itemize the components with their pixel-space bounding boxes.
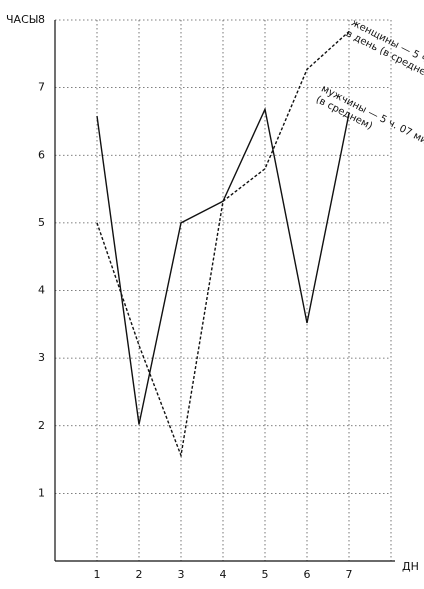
series-line	[96, 30, 350, 459]
y-tick-label: 7	[38, 81, 45, 94]
y-tick-label: 2	[38, 419, 45, 432]
y-axis-label: ЧАСЫ	[6, 13, 38, 26]
annotation: мужчины — 5 ч. 07 ми(в среднем)	[314, 84, 424, 147]
y-tick-label: 6	[38, 148, 45, 161]
annotation-text: мужчины — 5 ч. 07 ми	[319, 84, 424, 147]
y-tick-label: 4	[38, 284, 45, 297]
x-tick-label: 4	[220, 568, 227, 581]
y-tick-label: 1	[38, 486, 45, 499]
y-tick-label: 5	[38, 216, 45, 229]
y-tick-label: 8	[38, 13, 45, 26]
annotation: женщины — 5 ч.в день (в среднем	[344, 18, 424, 82]
x-tick-label: 2	[136, 568, 143, 581]
y-tick-label: 3	[38, 351, 45, 364]
x-tick-label: 1	[94, 568, 101, 581]
x-tick-label: 6	[304, 568, 311, 581]
x-tick-label: 7	[346, 568, 353, 581]
x-tick-label: 5	[262, 568, 269, 581]
x-tick-label: 3	[178, 568, 185, 581]
x-axis-label: ДН	[402, 560, 419, 573]
